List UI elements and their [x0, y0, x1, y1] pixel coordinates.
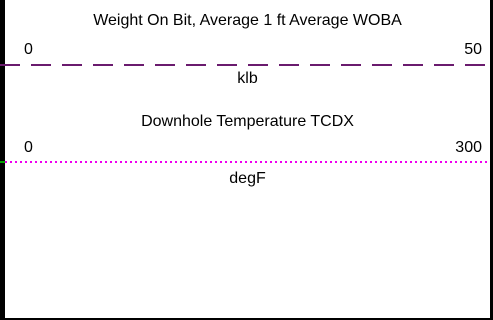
- track-title-woba: Weight On Bit, Average 1 ft Average WOBA: [93, 12, 402, 29]
- track-unit-woba: klb: [237, 70, 258, 87]
- left-border: [0, 0, 5, 320]
- track-max-tcdx: 300: [455, 139, 482, 156]
- track-min-tcdx: 0: [24, 139, 33, 156]
- right-border: [490, 0, 493, 320]
- track-min-woba: 0: [24, 41, 33, 58]
- track-unit-tcdx: degF: [229, 170, 266, 187]
- bottom-border: [0, 318, 493, 320]
- track-max-woba: 50: [464, 41, 482, 58]
- track-title-tcdx: Downhole Temperature TCDX: [141, 113, 354, 130]
